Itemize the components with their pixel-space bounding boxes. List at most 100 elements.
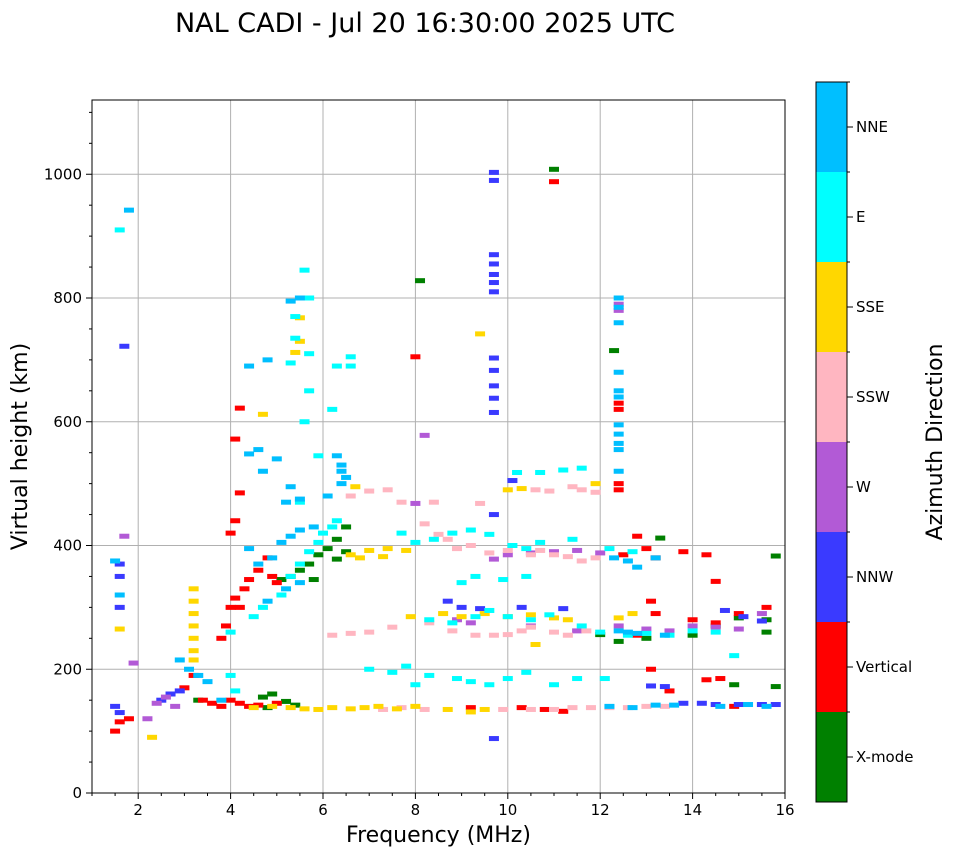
data-point [447,628,458,634]
data-point [488,169,499,175]
data-point [549,552,559,558]
data-point [234,604,245,610]
colorbar: X-mode Vertical NNW W SSW SSE E NNE [815,81,913,803]
data-point [276,592,287,598]
data-point [318,530,328,536]
data-point [729,682,740,688]
data-point [664,628,675,634]
data-point [174,657,185,663]
data-point [345,363,356,369]
data-point [267,573,278,579]
data-point [659,703,670,709]
data-point [479,706,490,712]
data-point [502,547,513,553]
data-point [710,578,721,584]
data-point [225,672,236,678]
data-point [442,536,453,542]
data-point [627,549,638,555]
data-point [114,573,125,579]
data-point [585,705,596,711]
data-point [387,669,398,675]
data-point [304,388,315,394]
data-point [525,552,536,558]
data-point [350,484,361,490]
data-point [475,500,486,506]
data-point [770,702,781,708]
data-point [290,335,301,341]
data-point [595,550,606,556]
data-point [604,703,615,709]
data-point [599,676,610,682]
data-point [294,561,305,567]
data-point [470,632,481,638]
data-point [170,703,181,709]
data-point [304,561,315,567]
data-point [267,703,278,709]
data-point [354,555,365,561]
data-point [646,598,657,604]
data-point [710,620,721,626]
data-point [756,618,767,624]
data-point [613,447,624,453]
data-point [733,702,744,708]
data-point [123,716,134,722]
data-point [488,395,499,401]
data-point [391,706,402,712]
data-point [622,558,633,564]
data-point [257,604,268,610]
data-point [646,666,657,672]
data-point [558,708,569,714]
data-point [410,703,421,709]
data-point [271,580,282,586]
data-point [165,691,176,697]
data-point [257,694,268,700]
data-point [609,555,620,561]
data-point [659,684,670,690]
data-point [341,474,352,480]
data-point [743,702,754,708]
data-point [488,512,499,518]
data-point [415,278,426,284]
data-point [188,657,199,663]
grid-lines [92,100,786,794]
data-point [364,547,375,553]
data-point [327,524,338,530]
data-point [184,666,195,672]
data-point [225,604,236,610]
x-tick-label: 16 [775,801,794,819]
data-point [465,705,476,711]
data-point [488,632,499,638]
data-point [114,227,125,233]
data-point [336,481,347,487]
data-point [595,629,606,635]
data-point [253,447,264,453]
data-point [216,703,227,709]
data-point [345,493,356,499]
data-point [123,207,134,213]
colorbar-label: W [856,478,871,496]
data-point [294,567,305,573]
data-point [419,521,430,527]
data-point [308,524,319,530]
data-point [488,736,499,742]
data-point [174,688,185,694]
data-point [498,577,509,583]
data-point [516,628,527,634]
data-point [262,357,273,363]
data-point [193,672,204,678]
data-point [488,252,499,258]
data-point [613,388,624,394]
series-vertical [110,179,772,734]
data-point [142,716,153,722]
data-point [613,320,624,326]
data-point [507,478,518,484]
data-point [544,488,555,494]
data-point [294,499,305,505]
data-point [396,530,407,536]
data-point [530,487,541,493]
colorbar-label: NNW [856,568,893,586]
data-point [151,700,162,706]
series-sse [114,315,638,740]
data-point [632,630,643,636]
chart-title: NAL CADI - Jul 20 16:30:00 2025 UTC [175,8,675,39]
